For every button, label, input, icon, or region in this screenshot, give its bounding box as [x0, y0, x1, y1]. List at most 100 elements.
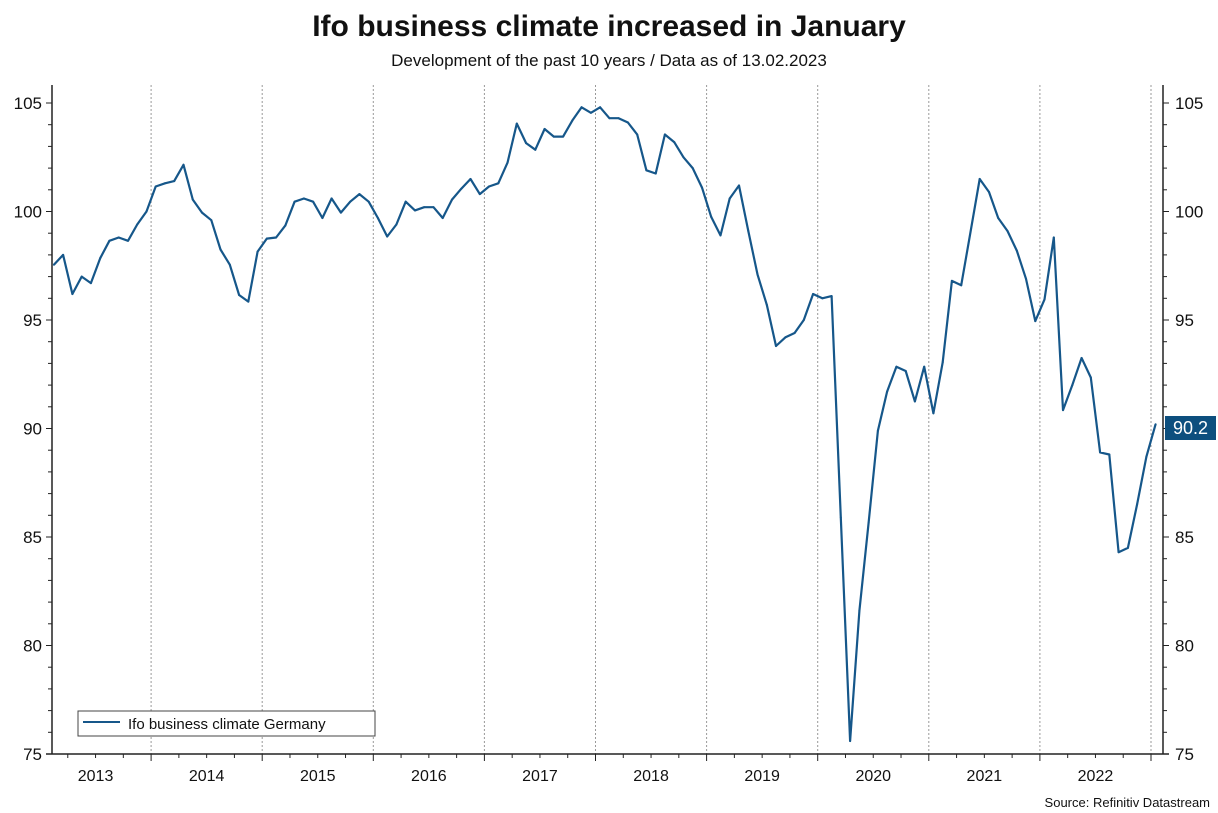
data-point — [1015, 249, 1018, 252]
data-point — [1099, 451, 1102, 454]
x-tick-label: 2017 — [522, 768, 558, 785]
data-point — [997, 217, 1000, 219]
data-point — [432, 206, 435, 209]
y-tick-label-left: 85 — [23, 528, 42, 547]
data-point — [923, 365, 926, 368]
data-point — [719, 234, 722, 237]
data-point — [747, 230, 750, 232]
data-point — [543, 128, 546, 130]
data-point — [738, 184, 740, 187]
data-point — [145, 210, 148, 213]
data-point — [654, 172, 657, 175]
data-point — [867, 521, 870, 524]
y-tick-label-left: 95 — [23, 311, 42, 330]
data-point — [1117, 551, 1120, 554]
data-point — [136, 223, 139, 226]
data-point — [376, 217, 379, 219]
data-point — [663, 133, 666, 136]
data-point — [1089, 376, 1092, 379]
data-point — [238, 294, 241, 296]
y-tick-label-right: 105 — [1175, 94, 1203, 113]
source-note: Source: Refinitiv Datastream — [1045, 795, 1210, 810]
data-point — [802, 319, 805, 321]
data-point — [191, 198, 194, 201]
data-point — [636, 133, 639, 136]
data-point — [330, 197, 333, 200]
data-point — [201, 211, 203, 214]
data-point — [312, 200, 315, 203]
data-point — [1108, 453, 1111, 456]
data-point — [534, 148, 537, 151]
data-point — [164, 182, 166, 185]
data-point — [525, 142, 528, 145]
data-point — [219, 248, 222, 251]
data-point — [821, 297, 824, 300]
data-point — [89, 282, 92, 285]
legend: Ifo business climate Germany — [77, 710, 376, 737]
data-point — [404, 200, 407, 203]
x-axis-labels: 2013 2014 2015 2016 2017 2018 2019 2020 2021 2022 — [78, 768, 1114, 785]
x-tick-label: 2016 — [411, 768, 447, 785]
last-value-badge: 90.2 — [1165, 416, 1216, 440]
data-point — [932, 412, 935, 415]
data-point — [941, 361, 944, 364]
data-point — [682, 156, 685, 159]
data-point — [247, 300, 250, 303]
y-tick-label-left: 80 — [23, 637, 42, 656]
series-line-ifo — [53, 106, 1157, 743]
y-tick-label-right: 75 — [1175, 745, 1194, 764]
data-point — [414, 209, 416, 212]
data-point — [506, 161, 509, 164]
data-point — [858, 609, 861, 612]
data-point — [349, 200, 352, 203]
data-point — [367, 200, 370, 203]
data-point — [1043, 298, 1046, 301]
data-point — [80, 275, 83, 278]
data-point — [793, 332, 796, 334]
data-point — [497, 182, 500, 185]
data-point — [1034, 320, 1037, 323]
year-gridlines — [150, 85, 1152, 754]
data-point — [62, 253, 65, 256]
axis-ticks — [46, 102, 1169, 761]
data-point — [728, 197, 731, 200]
data-point — [812, 293, 815, 295]
data-point — [839, 516, 842, 519]
data-point — [1071, 384, 1074, 387]
data-point — [580, 106, 583, 109]
data-point — [1154, 423, 1157, 426]
data-point — [469, 178, 472, 180]
data-point — [904, 370, 907, 372]
data-point — [710, 215, 713, 218]
y-tick-label-left: 105 — [14, 94, 42, 113]
data-point — [691, 167, 694, 170]
data-point — [182, 163, 185, 166]
data-point — [108, 239, 111, 242]
data-point — [969, 231, 972, 234]
data-point — [293, 200, 296, 203]
data-point — [339, 211, 342, 214]
chart-subtitle: Development of the past 10 years / Data … — [391, 51, 827, 70]
data-point — [775, 345, 777, 347]
data-point — [895, 365, 898, 368]
data-point — [673, 141, 676, 144]
y-tick-label-left: 75 — [23, 745, 42, 764]
data-point — [395, 223, 398, 226]
data-point — [441, 217, 444, 219]
y-tick-label-right: 95 — [1175, 311, 1194, 330]
data-point — [849, 740, 852, 742]
data-point — [950, 279, 953, 282]
data-point — [701, 186, 703, 189]
data-point — [265, 237, 268, 240]
x-tick-label: 2015 — [300, 768, 336, 785]
data-point — [71, 293, 74, 295]
x-tick-label: 2022 — [1078, 768, 1114, 785]
data-point — [1126, 546, 1129, 549]
x-tick-label: 2020 — [855, 768, 891, 785]
data-point — [228, 263, 231, 266]
data-point — [988, 191, 990, 193]
y-tick-label-left: 100 — [14, 203, 42, 222]
data-point — [599, 106, 602, 109]
data-point — [1062, 409, 1064, 412]
